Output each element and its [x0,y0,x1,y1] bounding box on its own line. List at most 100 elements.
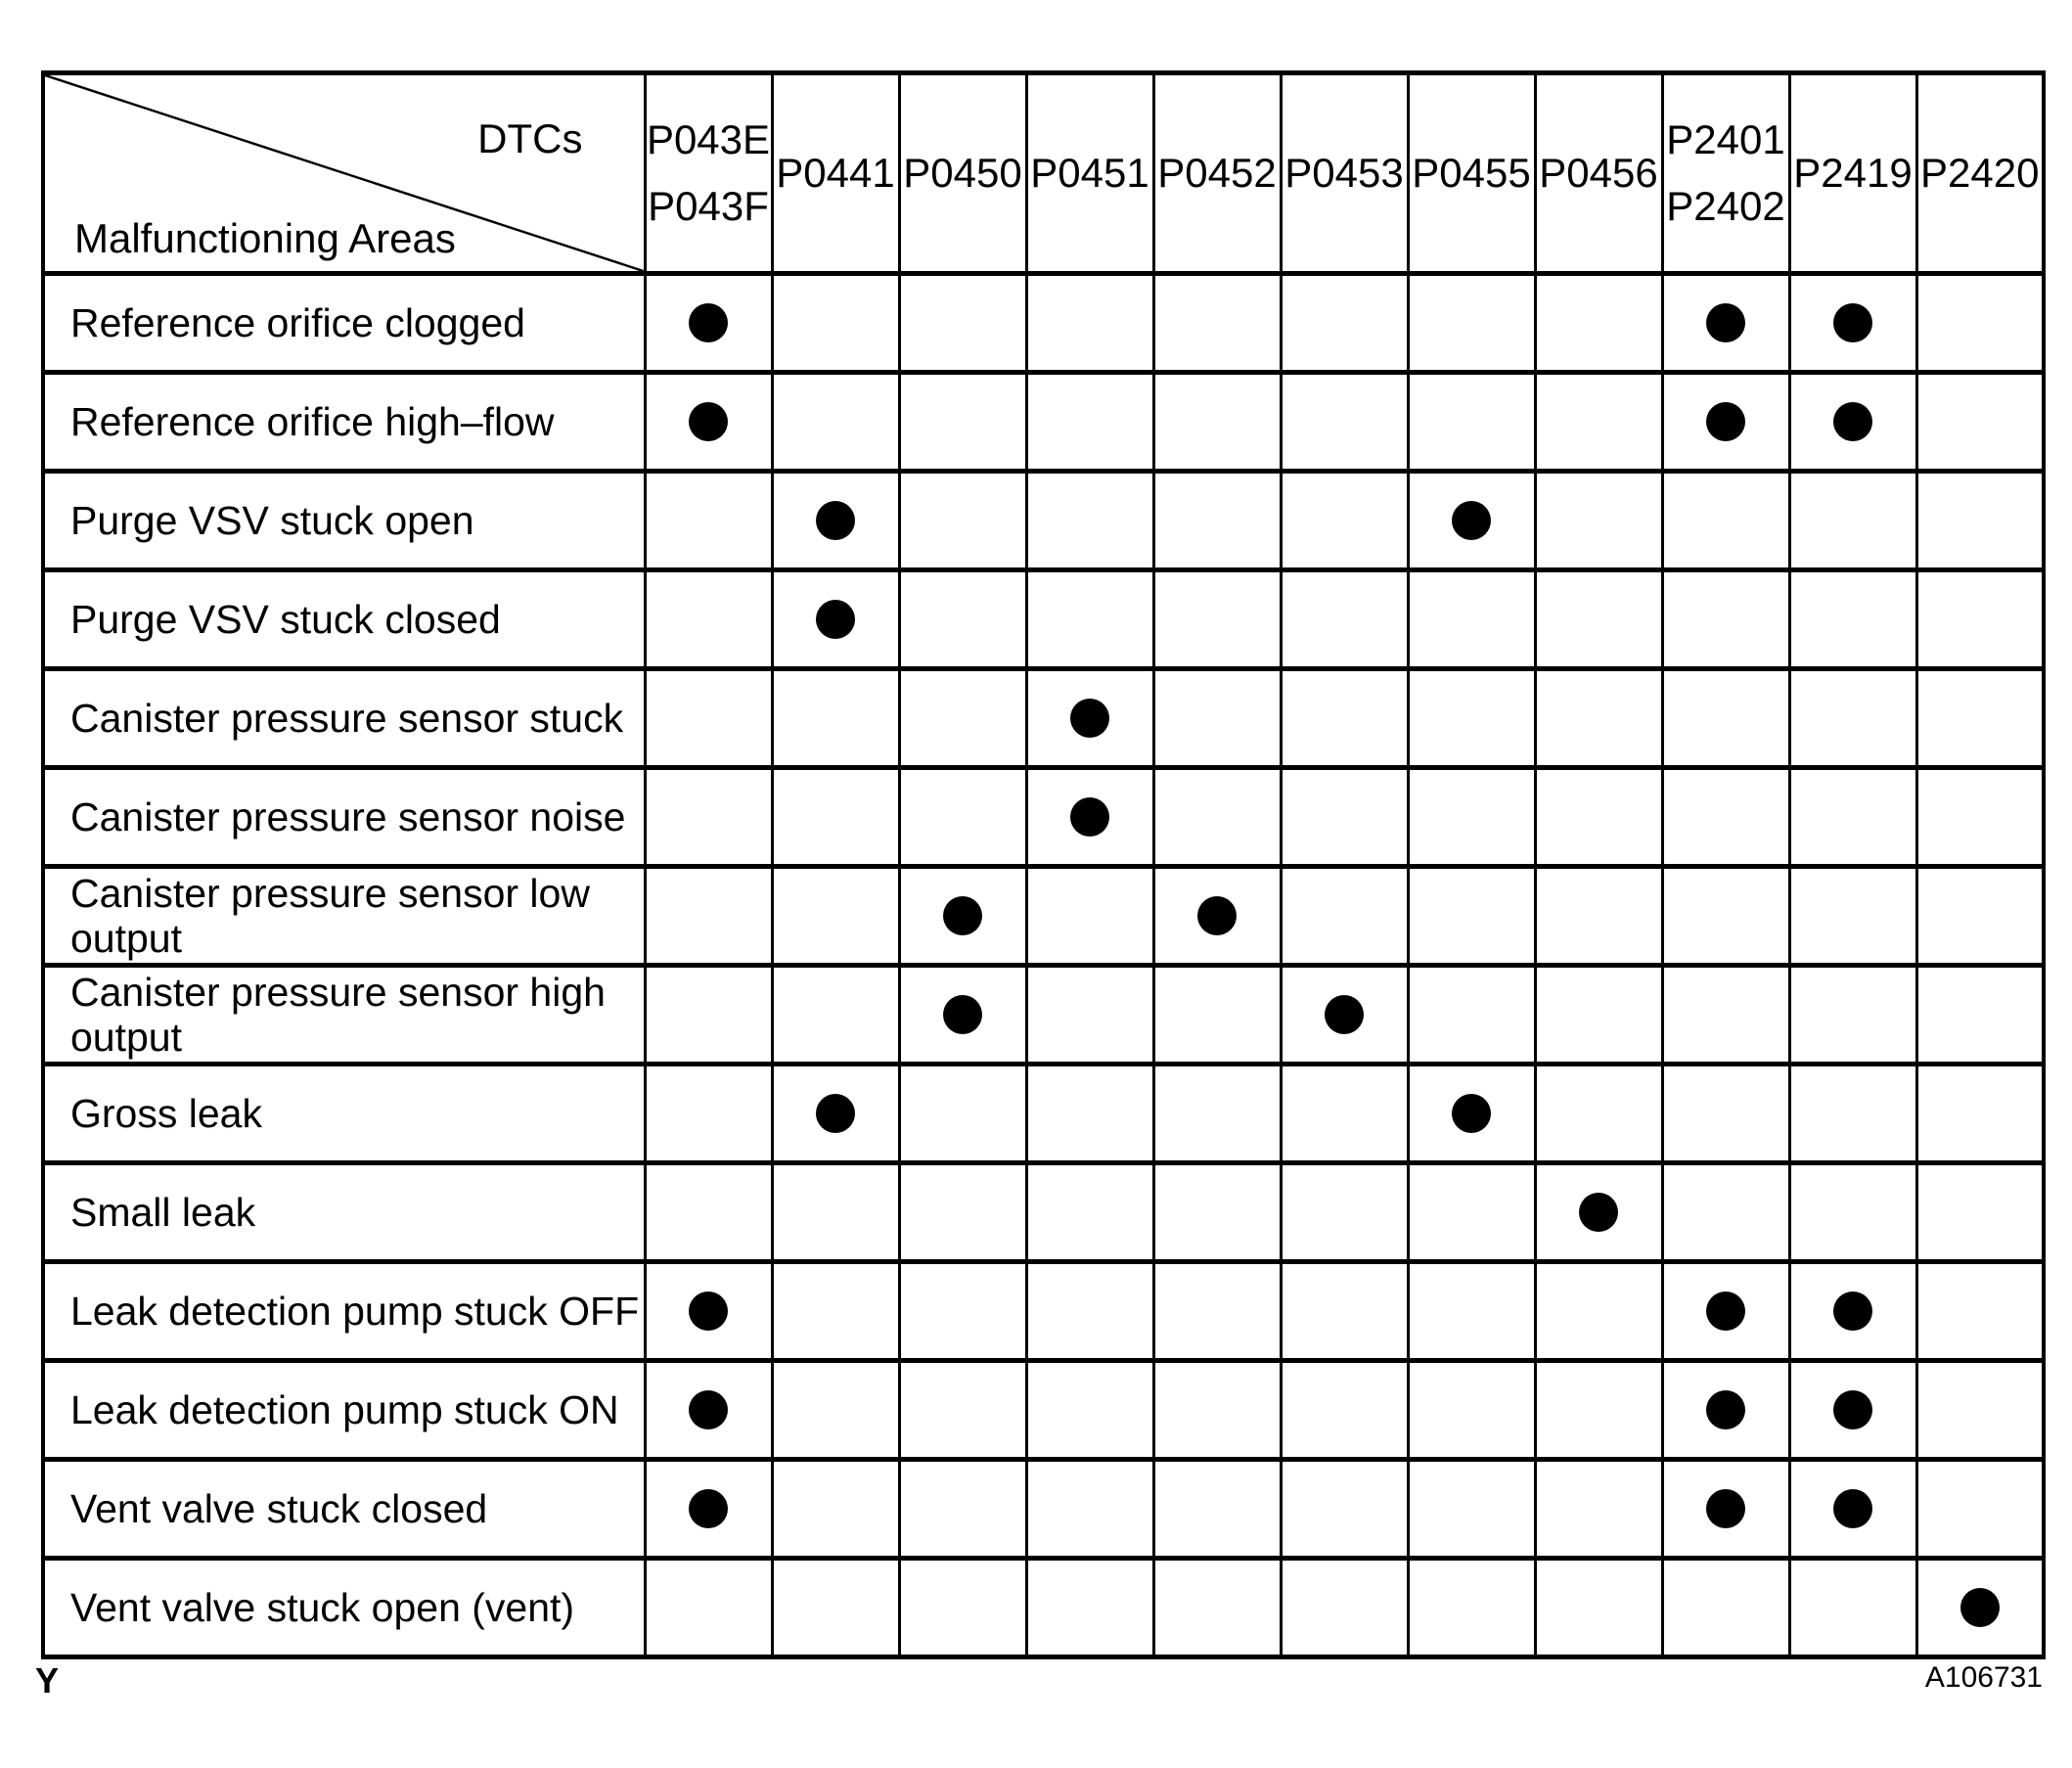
column-header-text: P2402 [1666,183,1785,229]
matrix-cell-P0452 [1151,1062,1283,1165]
matrix-cell-P2420 [1914,1556,2046,1659]
matrix-cell-P0450 [897,1160,1028,1264]
row-label: Gross leak [41,1062,647,1165]
matrix-cell-P2401-P2402 [1660,1556,1791,1659]
column-header-P0452: P0452 [1151,70,1283,276]
matrix-cell-P0451 [1024,765,1155,869]
matrix-cell-P2420 [1914,1160,2046,1264]
matrix-cell-P0453 [1279,1062,1410,1165]
matrix-corner-cell: DTCs Malfunctioning Areas [41,70,647,276]
matrix-cell-P0450 [897,666,1028,770]
matrix-cell-P0452 [1151,271,1283,375]
matrix-cell-P0451 [1024,370,1155,474]
matrix-cell-P0455 [1406,1556,1537,1659]
dot-marker [1070,699,1109,738]
matrix-cell-P2419 [1787,469,1918,572]
matrix-cell-P0453 [1279,1259,1410,1363]
matrix-cell-P0455 [1406,1457,1537,1561]
matrix-cell-P0453 [1279,864,1410,968]
matrix-cell-P2419 [1787,963,1918,1066]
column-header-text: P2401 [1666,116,1785,162]
matrix-cell-P0451 [1024,1062,1155,1165]
matrix-cell-P043E-P043F [643,1062,774,1165]
dot-marker [1706,1390,1745,1429]
dot-marker [1706,1489,1745,1528]
matrix-row: Canister pressure sensor noise [41,765,2046,869]
figure-id: A106731 [1924,1661,2043,1694]
matrix-row: Canister pressure sensor high output [41,963,2046,1066]
matrix-cell-P043E-P043F [643,765,774,869]
matrix-cell-P0455 [1406,1259,1537,1363]
column-header-P2420: P2420 [1914,70,2046,276]
matrix-cell-P0441 [770,864,901,968]
dot-marker [1706,402,1745,441]
matrix-row: Leak detection pump stuck OFF [41,1259,2046,1363]
row-label: Purge VSV stuck open [41,469,647,572]
dot-marker [1706,1292,1745,1331]
matrix-cell-P043E-P043F [643,370,774,474]
column-header-P0455: P0455 [1406,70,1537,276]
dot-marker [689,1292,728,1331]
matrix-cell-P0441 [770,765,901,869]
matrix-cell-P0453 [1279,370,1410,474]
matrix-cell-P2401-P2402 [1660,1457,1791,1561]
matrix-cell-P2420 [1914,963,2046,1066]
matrix-cell-P0450 [897,271,1028,375]
column-header-text: P043E [646,116,771,162]
matrix-cell-P0453 [1279,567,1410,671]
column-header-P0441: P0441 [770,70,901,276]
matrix-row: Reference orifice high–flow [41,370,2046,474]
header-row: DTCs Malfunctioning Areas P043E P043F P044… [41,70,2046,276]
matrix-cell-P0451 [1024,1556,1155,1659]
column-header-text: P2419 [1793,150,1913,196]
matrix-cell-P0441 [770,1457,901,1561]
dot-marker [1452,1094,1491,1133]
matrix-cell-P0456 [1533,1358,1664,1462]
dot-marker [816,600,855,639]
matrix-row: Purge VSV stuck open [41,469,2046,572]
matrix-cell-P0450 [897,1259,1028,1363]
matrix-cell-P0455 [1406,1160,1537,1264]
matrix-cell-P0441 [770,567,901,671]
dot-marker [1833,1292,1872,1331]
row-label: Leak detection pump stuck ON [41,1358,647,1462]
matrix-cell-P0441 [770,469,901,572]
matrix-cell-P0453 [1279,765,1410,869]
dot-marker [689,1390,728,1429]
dot-marker [689,1489,728,1528]
matrix-cell-P2420 [1914,370,2046,474]
dot-marker [689,303,728,342]
diagonal-divider [45,75,644,271]
matrix-cell-P2401-P2402 [1660,666,1791,770]
dot-marker [1959,1588,2000,1627]
column-header-text: P0456 [1539,150,1658,196]
matrix-cell-P2401-P2402 [1660,864,1791,968]
matrix-cell-P0441 [770,1556,901,1659]
matrix-row: Leak detection pump stuck ON [41,1358,2046,1462]
matrix-cell-P0456 [1533,864,1664,968]
matrix-cell-P2401-P2402 [1660,1062,1791,1165]
matrix-row: Vent valve stuck open (vent) [41,1556,2046,1659]
matrix-cell-P0456 [1533,765,1664,869]
malfunctioning-areas-axis-label: Malfunctioning Areas [74,215,456,261]
matrix-cell-P0441 [770,370,901,474]
matrix-cell-P0453 [1279,963,1410,1066]
matrix-cell-P043E-P043F [643,1457,774,1561]
dot-marker [1833,303,1872,342]
matrix-cell-P0452 [1151,1556,1283,1659]
dot-marker [816,1094,855,1133]
column-header-text: P0453 [1284,150,1404,196]
matrix-cell-P043E-P043F [643,864,774,968]
matrix-cell-P0450 [897,1556,1028,1659]
dot-marker [1452,501,1491,540]
column-header-text: P043F [648,183,769,229]
matrix-cell-P2420 [1914,271,2046,375]
matrix-cell-P2401-P2402 [1660,271,1791,375]
matrix-cell-P0456 [1533,1457,1664,1561]
matrix-cell-P0456 [1533,963,1664,1066]
column-header-text: P2420 [1920,150,2040,196]
dot-marker [943,995,982,1034]
matrix-cell-P0453 [1279,1457,1410,1561]
matrix-cell-P2420 [1914,1457,2046,1561]
row-label: Canister pressure sensor stuck [41,666,647,770]
